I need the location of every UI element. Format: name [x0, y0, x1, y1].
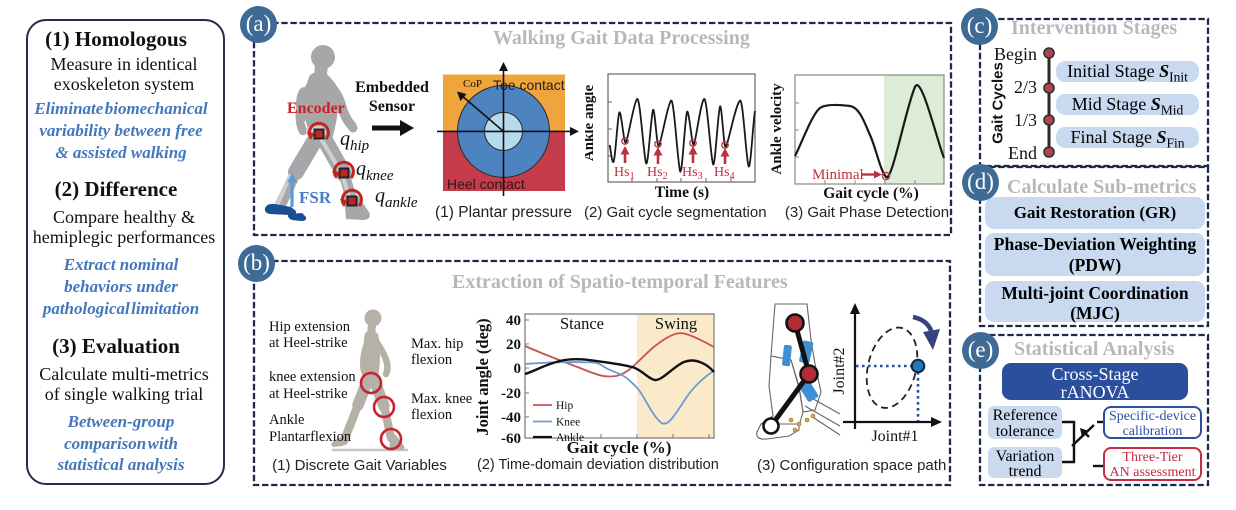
svg-text:0: 0 — [514, 361, 522, 377]
svg-text:Hs2: Hs2 — [647, 165, 668, 182]
svg-text:Hip: Hip — [556, 400, 574, 412]
svg-text:40: 40 — [506, 313, 521, 329]
svg-text:20: 20 — [506, 337, 521, 353]
svg-text:Ankle angle: Ankle angle — [585, 85, 597, 162]
svg-text:Joint#2: Joint#2 — [831, 347, 848, 394]
svg-text:-20: -20 — [501, 386, 521, 402]
svg-text:Gait cycle (%): Gait cycle (%) — [567, 438, 672, 457]
svg-text:Hs4: Hs4 — [714, 165, 735, 182]
svg-text:Knee: Knee — [556, 417, 580, 429]
svg-text:-60: -60 — [501, 431, 521, 447]
svg-text:Ankle: Ankle — [556, 432, 584, 444]
svg-text:Stance: Stance — [560, 314, 604, 333]
svg-text:Gait cycle (%): Gait cycle (%) — [823, 185, 919, 202]
svg-text:Joint angle (deg): Joint angle (deg) — [473, 318, 492, 435]
svg-text:-40: -40 — [501, 410, 521, 426]
svg-text:Joint#1: Joint#1 — [871, 428, 918, 445]
svg-text:Ankle velocity: Ankle velocity — [770, 83, 785, 175]
svg-text:Hs3: Hs3 — [682, 165, 703, 182]
svg-text:Hs1: Hs1 — [614, 165, 635, 182]
svg-text:Swing: Swing — [655, 314, 697, 333]
svg-text:Time (s): Time (s) — [655, 184, 709, 201]
svg-text:Minimal: Minimal — [812, 167, 864, 183]
